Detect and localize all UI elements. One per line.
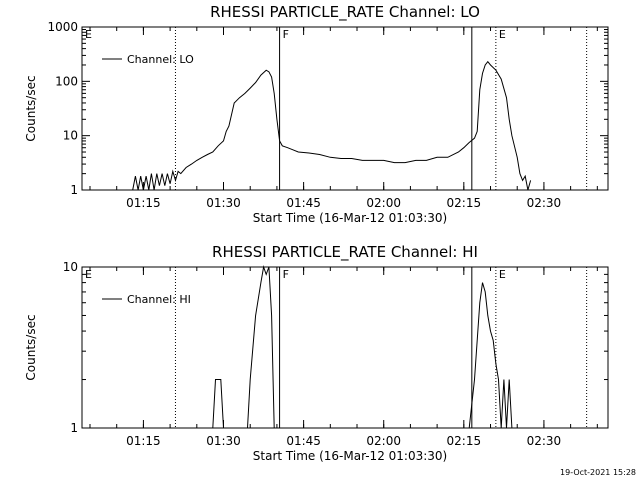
chart-title: RHESSI PARTICLE_RATE Channel: LO xyxy=(210,3,480,22)
event-marker-label: F xyxy=(283,268,289,281)
x-tick-label: 02:15 xyxy=(447,434,482,448)
x-tick-label: 02:00 xyxy=(366,434,401,448)
x-tick-label: 01:45 xyxy=(286,434,321,448)
series-line xyxy=(212,265,513,429)
y-axis-label: Counts/sec xyxy=(24,314,38,380)
x-axis-label: Start Time (16-Mar-12 01:03:30) xyxy=(253,449,447,463)
x-tick-label: 01:15 xyxy=(126,434,161,448)
y-tick-label: 1 xyxy=(70,183,78,197)
plot-frame xyxy=(81,26,609,191)
y-axis-label: Counts/sec xyxy=(24,75,38,141)
event-marker-label: F xyxy=(283,28,289,41)
x-tick-label: 02:15 xyxy=(447,196,482,210)
x-tick-label: 02:30 xyxy=(527,434,562,448)
x-tick-label: 02:00 xyxy=(366,196,401,210)
event-marker-label: E xyxy=(85,28,92,41)
x-tick-label: 01:15 xyxy=(126,196,161,210)
series-line xyxy=(132,60,532,191)
chart-title: RHESSI PARTICLE_RATE Channel: HI xyxy=(212,243,478,262)
timestamp: 19-Oct-2021 15:28 xyxy=(560,468,636,477)
x-axis-label: Start Time (16-Mar-12 01:03:30) xyxy=(253,211,447,225)
hi-channel-panel: RHESSI PARTICLE_RATE Channel: HI 1 10 01:15… xyxy=(24,243,609,463)
lo-channel-panel: RHESSI PARTICLE_RATE Channel: LO 1 10 100 10… xyxy=(24,3,609,225)
x-tick-label: 01:30 xyxy=(206,434,241,448)
x-tick-label: 01:30 xyxy=(206,196,241,210)
y-tick-label: 10 xyxy=(63,260,78,274)
event-marker-label: E xyxy=(85,268,92,281)
y-tick-label: 100 xyxy=(55,74,78,88)
legend-label: Channel: LO xyxy=(127,53,194,66)
event-marker-label: E xyxy=(499,28,506,41)
y-tick-label: 1000 xyxy=(47,20,78,34)
legend-label: Channel: HI xyxy=(127,293,191,306)
x-tick-label: 02:30 xyxy=(527,196,562,210)
y-tick-label: 10 xyxy=(63,129,78,143)
y-tick-label: 1 xyxy=(70,421,78,435)
x-tick-label: 01:45 xyxy=(286,196,321,210)
event-marker-label: E xyxy=(499,268,506,281)
plot-frame xyxy=(81,266,609,429)
